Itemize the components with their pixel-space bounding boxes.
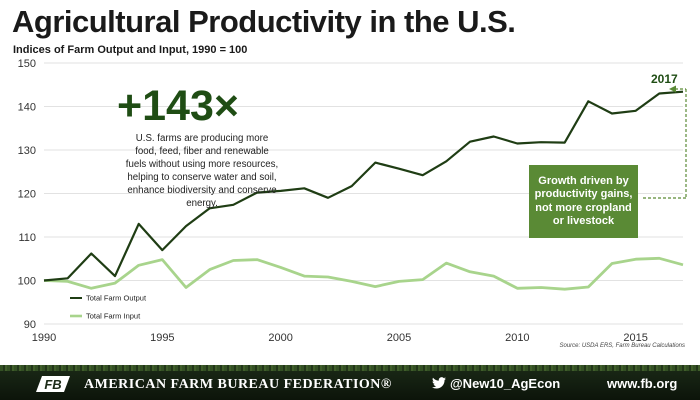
callout-box: Growth driven by productivity gains, not… (529, 165, 638, 238)
y-tick-label: 130 (18, 145, 36, 157)
x-tick-label: 1990 (32, 332, 56, 344)
headline-stat: +143× (117, 82, 239, 130)
arrow-head (669, 85, 676, 93)
legend-label: Total Farm Output (86, 294, 147, 303)
x-tick-label: 2005 (387, 332, 411, 344)
y-tick-label: 120 (18, 189, 36, 201)
y-tick-label: 140 (18, 102, 36, 114)
y-axis-ticks: 90 100 110 120 130 140 150 (18, 58, 36, 331)
legend-label: Total Farm Input (86, 312, 141, 321)
x-tick-label: 2015 (623, 332, 647, 344)
series-line-total-farm-input (43, 256, 684, 291)
twitter-handle[interactable]: @New10_AgEcon (432, 376, 560, 391)
y-tick-label: 100 (18, 276, 36, 288)
legend: Total Farm Output Total Farm Input (70, 294, 147, 321)
source-note: Source: USDA ERS, Farm Bureau Calculatio… (559, 343, 686, 349)
end-year-label: 2017 (651, 72, 678, 86)
callout-arrow (642, 85, 687, 199)
twitter-icon (432, 377, 446, 389)
series-lines (43, 90, 684, 291)
x-tick-label: 2000 (268, 332, 292, 344)
y-tick-label: 110 (18, 232, 36, 244)
x-tick-label: 1995 (150, 332, 174, 344)
page-title: Agricultural Productivity in the U.S. (12, 4, 516, 39)
callout-text: Growth driven by productivity gains, not… (534, 174, 633, 228)
annotation-text: U.S. farms are producing more food, feed… (125, 133, 279, 209)
logo-text: FB (44, 377, 61, 392)
footer-bar: FB AMERICAN FARM BUREAU FEDERATION® @New… (0, 365, 700, 400)
twitter-handle-text: @New10_AgEcon (450, 376, 561, 391)
x-axis-ticks: 1990 1995 2000 2005 2010 2015 (32, 332, 648, 344)
farm-bureau-logo[interactable]: FB (32, 374, 74, 394)
chart-subtitle: Indices of Farm Output and Input, 1990 =… (13, 44, 248, 56)
website-link[interactable]: www.fb.org (607, 376, 678, 391)
organization-name: AMERICAN FARM BUREAU FEDERATION® (84, 377, 392, 392)
y-tick-label: 90 (24, 319, 36, 331)
series-line-total-farm-output (43, 90, 684, 282)
x-tick-label: 2010 (505, 332, 529, 344)
line-chart: 90 100 110 120 130 140 150 1990 1995 2000 2005 201… (18, 58, 687, 344)
y-tick-label: 150 (18, 58, 36, 70)
